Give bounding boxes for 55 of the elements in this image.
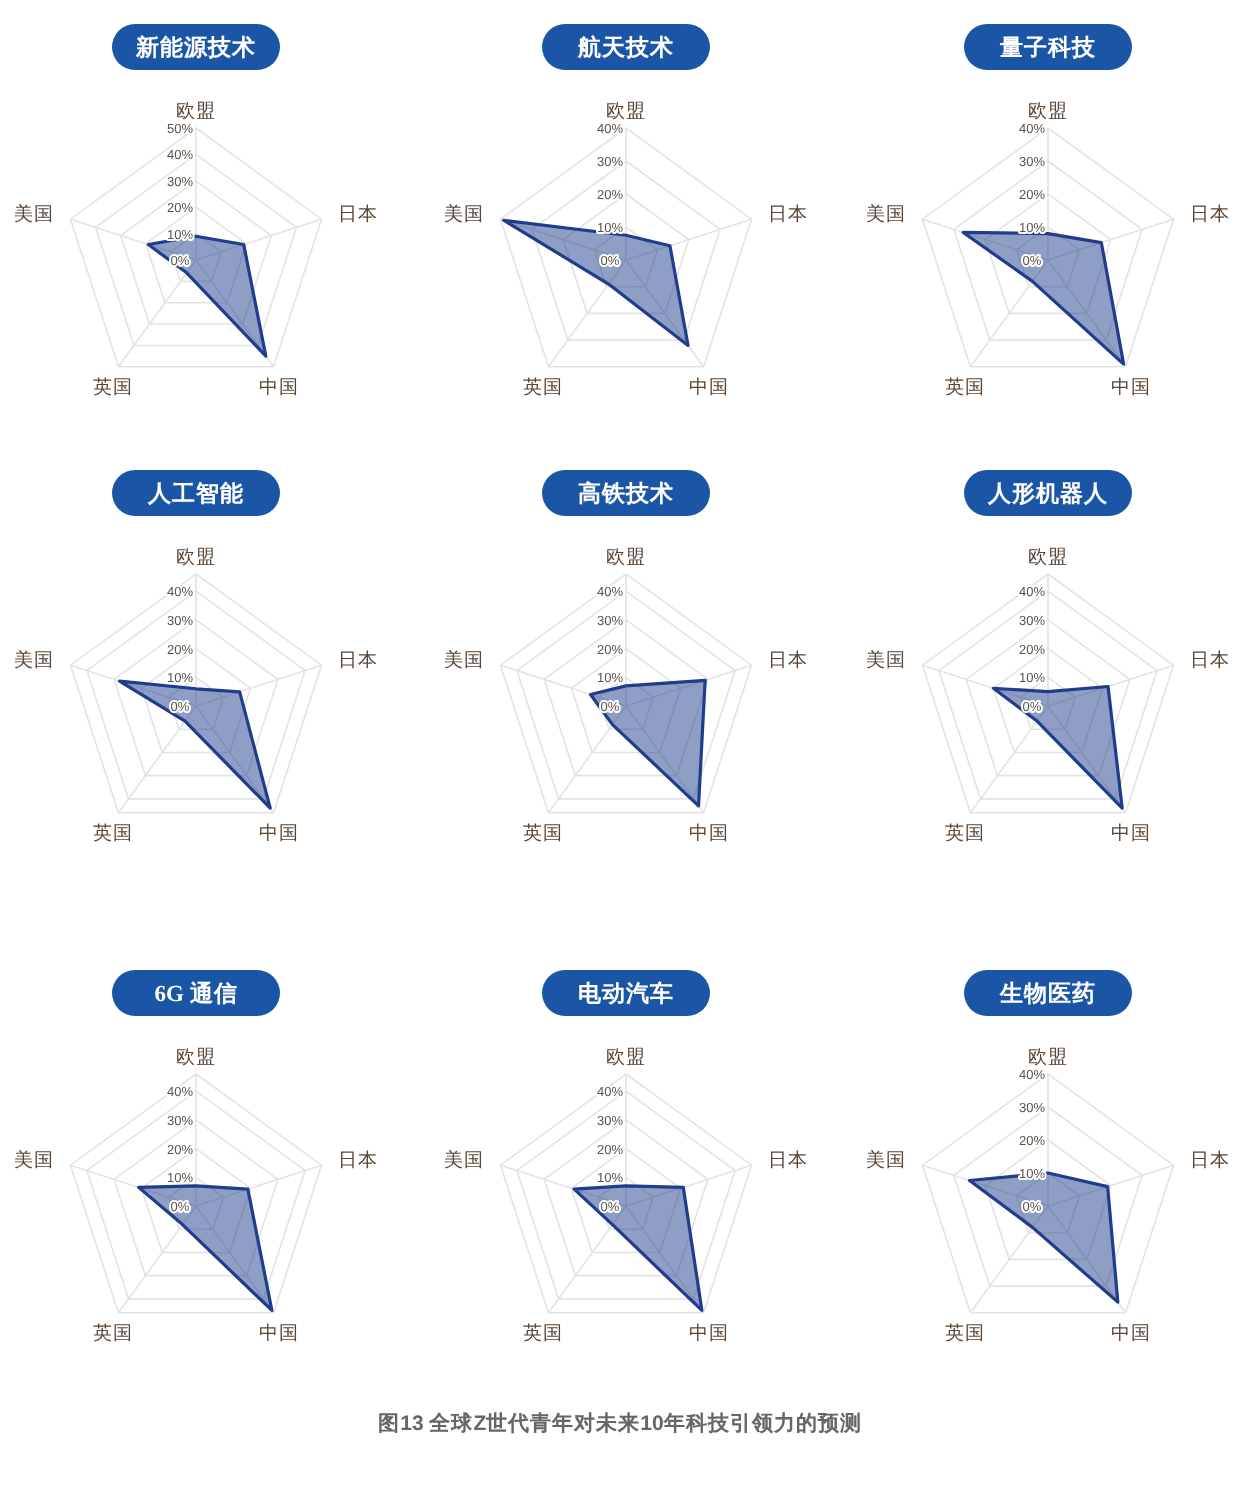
spoke-label: 中国	[258, 374, 299, 399]
spoke-label: 欧盟	[1028, 98, 1068, 123]
spoke-label: 日本	[337, 647, 378, 672]
spoke-label: 日本	[767, 647, 808, 672]
chart-title: 航天技术	[576, 33, 674, 61]
spoke-label: 欧盟	[606, 544, 646, 569]
spoke-label: 中国	[258, 1320, 299, 1345]
spoke-label: 日本	[1189, 647, 1230, 672]
spoke-label: 日本	[1189, 201, 1230, 226]
spoke-label: 英国	[93, 1320, 134, 1345]
spoke-label: 日本	[337, 201, 378, 226]
spoke-label: 英国	[945, 374, 986, 399]
spoke-label: 日本	[1189, 1147, 1230, 1172]
spoke-label: 欧盟	[1028, 544, 1068, 569]
spoke-label: 欧盟	[176, 98, 216, 123]
chart-title: 人形机器人	[986, 479, 1110, 507]
chart-title: 高铁技术	[578, 479, 674, 507]
chart-title: 新能源技术	[134, 33, 256, 61]
spoke-label: 欧盟	[606, 98, 646, 123]
spoke-label: 中国	[688, 820, 729, 845]
spoke-label: 美国	[444, 647, 485, 672]
chart-title: 电动汽车	[578, 979, 674, 1007]
spoke-label: 英国	[523, 374, 564, 399]
spoke-label: 英国	[93, 820, 134, 845]
spoke-label: 美国	[866, 201, 907, 226]
spoke-label: 英国	[93, 374, 134, 399]
spoke-label: 欧盟	[1028, 1044, 1068, 1069]
spoke-label: 欧盟	[606, 1044, 646, 1069]
spoke-label: 中国	[258, 820, 299, 845]
spoke-label: 美国	[444, 201, 485, 226]
spoke-label: 美国	[14, 1147, 55, 1172]
spoke-label: 日本	[337, 1147, 378, 1172]
spoke-label: 欧盟	[176, 1044, 216, 1069]
spoke-label: 日本	[767, 201, 808, 226]
caption: 图13 全球Z世代青年对未来10年科技引领力的预测	[378, 1410, 862, 1436]
spoke-label: 美国	[866, 647, 907, 672]
spoke-label: 英国	[523, 1320, 564, 1345]
spoke-label: 美国	[866, 1147, 907, 1172]
spoke-label: 日本	[767, 1147, 808, 1172]
spoke-label: 英国	[945, 1320, 986, 1345]
spoke-label: 欧盟	[176, 544, 216, 569]
spoke-label: 英国	[945, 820, 986, 845]
spoke-label: 中国	[1110, 820, 1151, 845]
spoke-label: 美国	[444, 1147, 485, 1172]
chart-title: 6G 通信	[154, 979, 238, 1007]
spoke-label: 美国	[14, 647, 55, 672]
spoke-label: 中国	[1110, 374, 1151, 399]
spoke-label: 英国	[523, 820, 564, 845]
chart-title: 量子科技	[998, 33, 1098, 61]
spoke-label: 中国	[1110, 1320, 1151, 1345]
chart-title: 生物医药	[998, 979, 1096, 1007]
chart-title: 人工智能	[146, 479, 244, 507]
spoke-label: 美国	[14, 201, 55, 226]
spoke-label: 中国	[688, 374, 729, 399]
spoke-label: 中国	[688, 1320, 729, 1345]
